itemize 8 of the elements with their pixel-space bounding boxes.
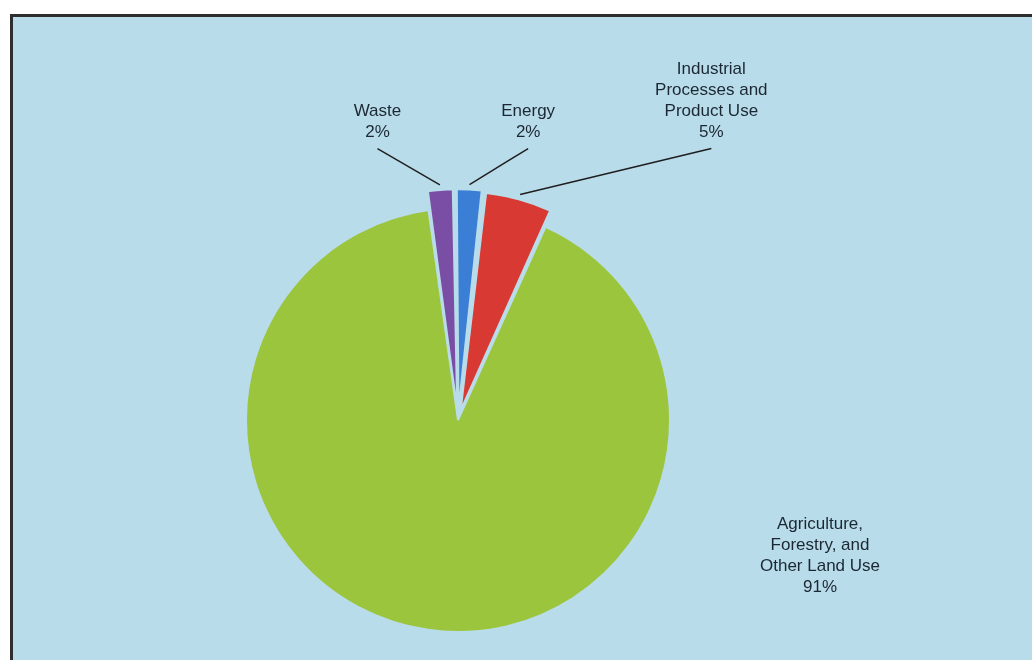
slice-label: Energy xyxy=(501,100,556,120)
slice-label: Industrial Processes and Product Use xyxy=(655,58,768,120)
data-label: 5% xyxy=(699,121,724,141)
slice-label: Waste xyxy=(353,100,402,120)
data-label: 2% xyxy=(515,121,541,141)
data-label: 2% xyxy=(365,121,390,141)
data-label: 91% xyxy=(802,576,838,596)
slice-label: Agriculture, Forestry, and Other Land Use xyxy=(759,513,881,575)
